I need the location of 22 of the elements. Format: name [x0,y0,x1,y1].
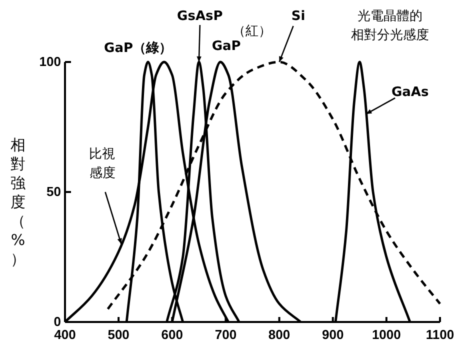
y-tick-label: 50 [46,184,61,199]
text: （紅） [232,24,272,39]
y-tick-label: 0 [54,314,61,329]
annotation: Si [291,9,306,24]
annotation: GaP（綠） [104,40,172,56]
x-tick-label: 800 [268,327,290,341]
y-tick-label: 100 [39,54,61,69]
text: 光電晶體的 [358,9,422,24]
x-tick-label: 500 [108,327,130,341]
x-tick-label: 1100 [426,327,454,341]
x-tick-label: 900 [322,327,344,341]
x-tick-label: 600 [161,327,183,341]
annotation: GsAsP [177,9,223,24]
annotation: 比視 [89,147,115,162]
x-tick-label: 1000 [372,327,401,341]
annotation: 感度 [89,165,116,181]
annotation: GaAs [391,85,429,100]
x-tick-label: 700 [214,327,237,341]
y-axis-title: 相對強度（%） [10,136,26,268]
x-tick-label: 400 [54,327,76,341]
annotation: GaP [212,39,241,54]
text: 相對分光感度 [351,27,429,43]
